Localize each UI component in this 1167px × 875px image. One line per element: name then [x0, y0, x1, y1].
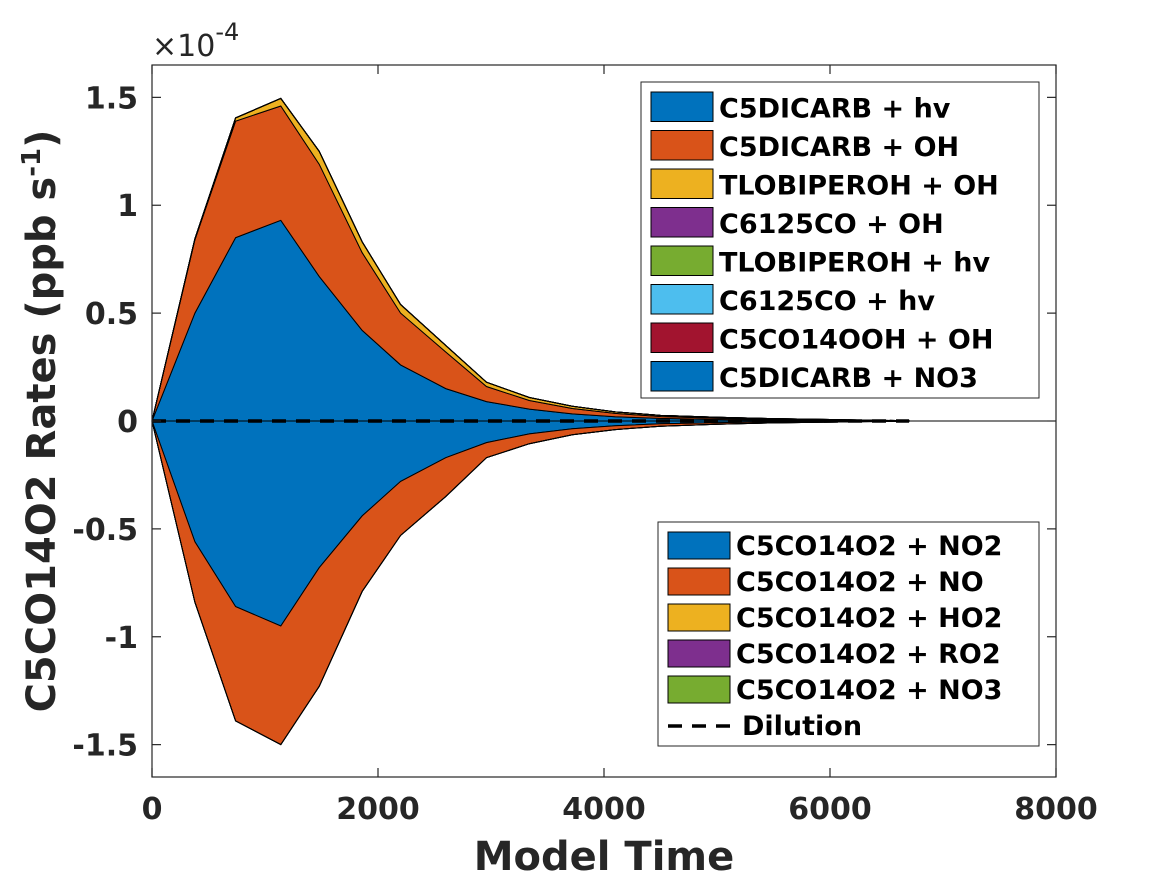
legend-label: TLOBIPEROH + OH — [719, 171, 999, 202]
legend-swatch — [650, 322, 714, 353]
y-tick-label: 1 — [117, 189, 138, 224]
x-tick-label: 0 — [142, 792, 163, 827]
legend-label: Dilution — [742, 711, 862, 742]
x-tick-label: 2000 — [336, 792, 420, 827]
legend-swatch — [650, 284, 714, 315]
legend-label: C5CO14O2 + NO2 — [736, 531, 1002, 562]
legend-box — [657, 521, 1040, 747]
y-tick-label: 0 — [117, 405, 138, 440]
legend-swatch — [650, 168, 714, 199]
y-axis-unit-superscript: -1 — [17, 148, 47, 177]
y-tick-label: -1.5 — [72, 729, 138, 764]
x-axis-ticks: 0 2000 4000 6000 8000 — [142, 65, 1098, 827]
legend-label: C5CO14O2 + NO — [736, 567, 984, 598]
legend-label: C5CO14OOH + OH — [719, 325, 993, 356]
legend-swatch — [667, 531, 731, 560]
y-axis-label: C5CO14O2 Rates (ppb s-1) — [17, 130, 65, 713]
legend-swatch — [667, 639, 731, 668]
legend-label: TLOBIPEROH + hv — [719, 248, 990, 279]
legend-label: C6125CO + hv — [719, 286, 935, 317]
y-tick-label: -1 — [105, 621, 138, 656]
legend-swatch — [650, 130, 714, 161]
legend-label: C5DICARB + hv — [719, 94, 951, 125]
legend-label: C5CO14O2 + RO2 — [736, 639, 1001, 670]
legend-label: C6125CO + OH — [719, 209, 944, 240]
legend-swatch — [650, 361, 714, 392]
legend-swatch — [667, 675, 731, 704]
x-tick-label: 8000 — [1014, 792, 1098, 827]
y-tick-label: -0.5 — [72, 513, 138, 548]
legend-swatch — [667, 603, 731, 632]
axis-exponent: ×10-4 — [152, 18, 239, 64]
y-tick-label: 0.5 — [85, 297, 138, 332]
y-axis-ticks: -1.5 -1 -0.5 0 0.5 1 1.5 — [72, 81, 1056, 764]
x-axis-label: Model Time — [474, 834, 735, 875]
legend-label: C5DICARB + NO3 — [719, 363, 978, 394]
x-tick-label: 6000 — [788, 792, 872, 827]
y-tick-label: 1.5 — [85, 81, 138, 116]
legend-loss: C5CO14O2 + NO2 C5CO14O2 + NO C5CO14O2 + HO… — [657, 521, 1040, 747]
legend-label: C5DICARB + OH — [719, 132, 959, 163]
legend-production: C5DICARB + hv C5DICARB + OH TLOBIPEROH + O… — [640, 81, 1040, 399]
legend-label: C5CO14O2 + NO3 — [736, 675, 1002, 706]
legend-swatch — [650, 245, 714, 276]
x-tick-label: 4000 — [562, 792, 646, 827]
legend-swatch — [650, 91, 714, 122]
legend-swatch — [650, 207, 714, 238]
legend-label: C5CO14O2 + HO2 — [736, 603, 1002, 634]
legend-swatch — [667, 567, 731, 596]
